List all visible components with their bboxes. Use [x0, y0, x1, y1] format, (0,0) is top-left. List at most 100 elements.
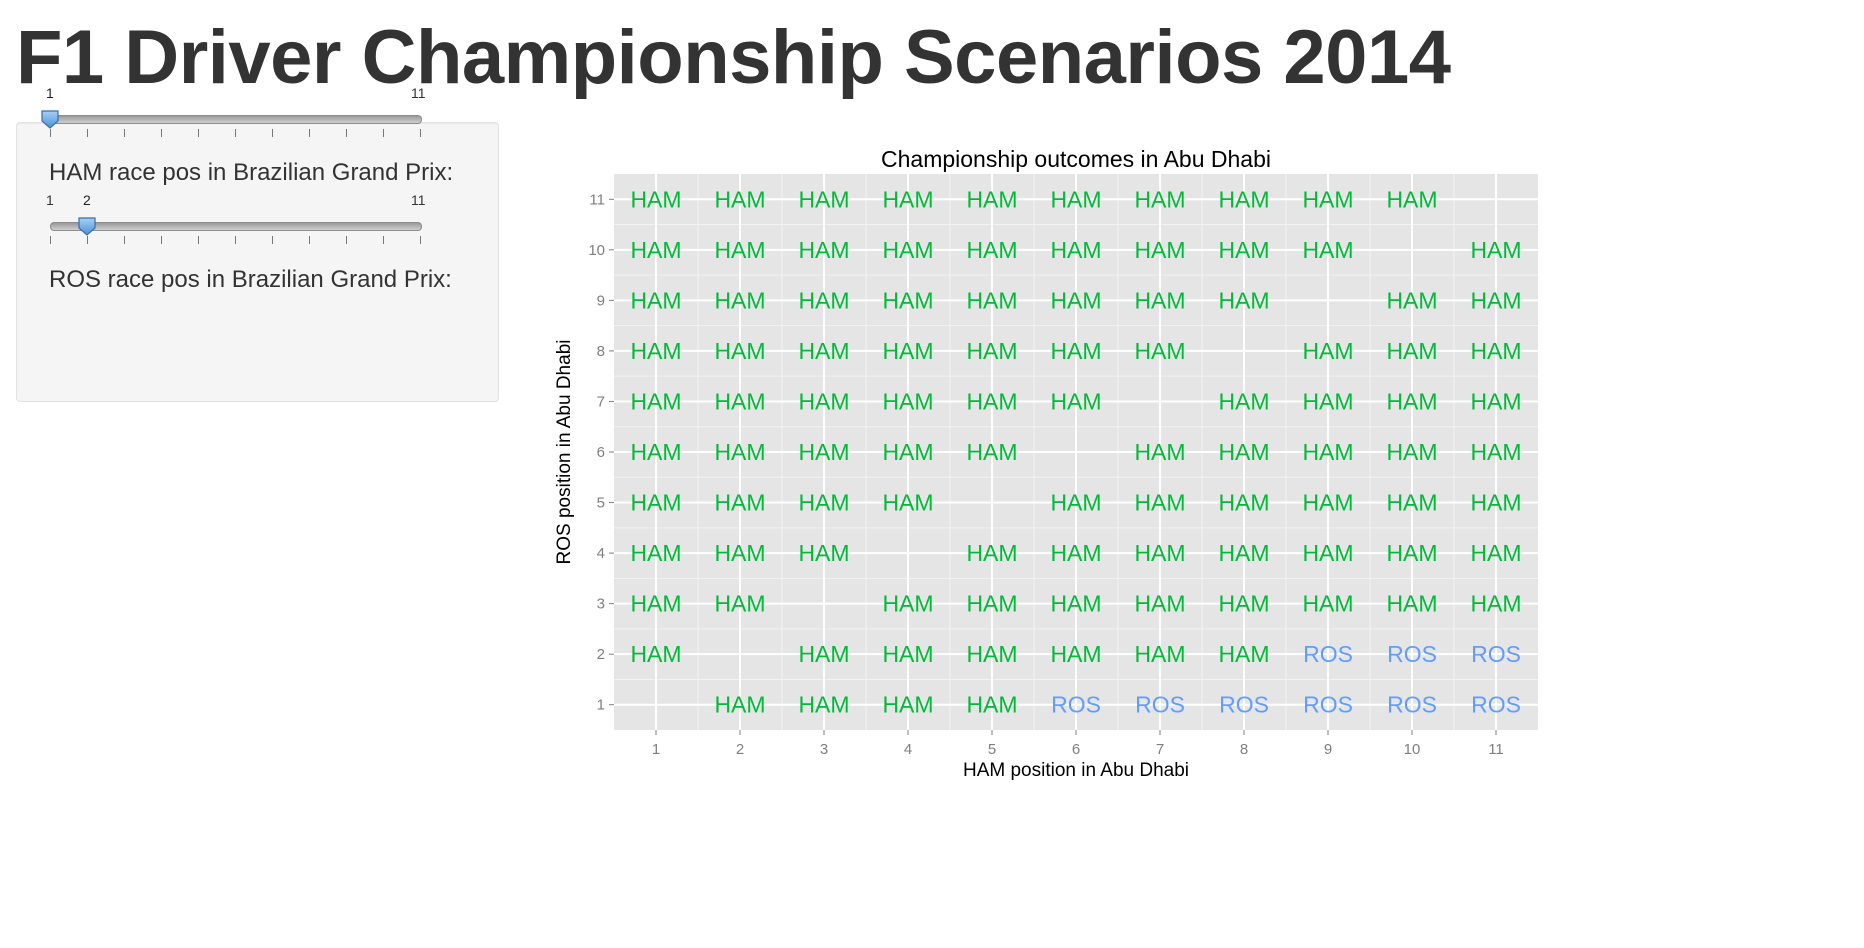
- y-tick-label: 5: [597, 495, 605, 512]
- outcome-label: HAM: [1470, 287, 1521, 313]
- slider-tick: [161, 236, 162, 244]
- x-tick-label: 6: [1072, 741, 1080, 758]
- outcome-label: ROS: [1135, 692, 1185, 718]
- outcome-label: HAM: [1050, 237, 1101, 263]
- outcome-label: HAM: [882, 338, 933, 364]
- slider-track[interactable]: [50, 115, 422, 124]
- outcome-label: HAM: [630, 237, 681, 263]
- outcome-label: HAM: [1302, 490, 1353, 516]
- ros-slider-label: ROS race pos in Brazilian Grand Prix:: [49, 266, 452, 293]
- outcome-label: HAM: [1134, 186, 1185, 212]
- y-tick-label: 3: [597, 596, 605, 613]
- ham-slider-label: HAM race pos in Brazilian Grand Prix:: [49, 159, 454, 186]
- outcome-label: HAM: [1050, 338, 1101, 364]
- outcome-label: ROS: [1471, 641, 1521, 667]
- outcome-label: HAM: [798, 540, 849, 566]
- outcome-label: HAM: [630, 490, 681, 516]
- slider-tick: [309, 129, 310, 137]
- y-tick-label: 7: [597, 393, 605, 410]
- outcome-label: HAM: [1470, 338, 1521, 364]
- outcome-label: HAM: [714, 287, 765, 313]
- outcome-label: HAM: [1134, 490, 1185, 516]
- slider-handle[interactable]: [40, 109, 60, 129]
- outcome-label: HAM: [966, 439, 1017, 465]
- outcome-label: HAM: [798, 490, 849, 516]
- outcome-label: HAM: [714, 692, 765, 718]
- outcome-label: HAM: [1470, 490, 1521, 516]
- outcome-label: HAM: [630, 641, 681, 667]
- outcome-label: HAM: [1302, 338, 1353, 364]
- outcome-label: HAM: [798, 388, 849, 414]
- slider-tick: [346, 129, 347, 137]
- outcome-label: HAM: [630, 186, 681, 212]
- outcome-label: HAM: [1386, 490, 1437, 516]
- x-tick-label: 11: [1488, 741, 1504, 758]
- outcome-label: HAM: [1218, 641, 1269, 667]
- outcome-label: HAM: [966, 338, 1017, 364]
- outcome-label: HAM: [1218, 287, 1269, 313]
- outcome-label: HAM: [1050, 388, 1101, 414]
- slider-value-label: 1: [46, 85, 54, 101]
- x-tick-label: 2: [736, 741, 744, 758]
- slider-tick: [124, 129, 125, 137]
- outcome-label: HAM: [882, 237, 933, 263]
- outcome-label: HAM: [1050, 540, 1101, 566]
- slider-tick: [124, 236, 125, 244]
- outcome-label: HAM: [714, 591, 765, 617]
- outcome-label: HAM: [882, 439, 933, 465]
- slider-tick: [272, 236, 273, 244]
- outcome-label: HAM: [630, 338, 681, 364]
- outcome-label: HAM: [966, 641, 1017, 667]
- slider-tick: [198, 236, 199, 244]
- outcome-label: HAM: [966, 591, 1017, 617]
- outcome-label: HAM: [882, 641, 933, 667]
- page-title: F1 Driver Championship Scenarios 2014: [16, 15, 1451, 100]
- slider-max-label: 11: [411, 85, 426, 101]
- outcome-label: ROS: [1219, 692, 1269, 718]
- outcome-label: HAM: [1386, 388, 1437, 414]
- outcome-label: HAM: [1134, 439, 1185, 465]
- outcome-label: HAM: [798, 186, 849, 212]
- outcome-label: HAM: [882, 287, 933, 313]
- slider-tick: [50, 236, 51, 244]
- outcome-label: HAM: [1386, 338, 1437, 364]
- outcome-label: HAM: [1386, 540, 1437, 566]
- outcome-label: HAM: [1050, 490, 1101, 516]
- outcome-label: HAM: [1134, 540, 1185, 566]
- outcome-label: ROS: [1051, 692, 1101, 718]
- y-tick-label: 11: [589, 191, 605, 208]
- outcome-label: ROS: [1471, 692, 1521, 718]
- outcome-label: HAM: [798, 338, 849, 364]
- outcome-label: HAM: [1470, 591, 1521, 617]
- x-tick-label: 4: [904, 741, 912, 758]
- outcome-label: HAM: [1302, 540, 1353, 566]
- outcome-label: HAM: [714, 338, 765, 364]
- x-axis-label: HAM position in Abu Dhabi: [963, 760, 1189, 781]
- outcome-label: HAM: [966, 388, 1017, 414]
- outcome-label: HAM: [1050, 641, 1101, 667]
- y-tick-label: 1: [597, 697, 605, 714]
- outcome-label: HAM: [630, 540, 681, 566]
- chart-title: Championship outcomes in Abu Dhabi: [881, 146, 1271, 172]
- slider-handle[interactable]: [77, 216, 97, 236]
- outcome-label: HAM: [1470, 388, 1521, 414]
- outcome-label: HAM: [1386, 186, 1437, 212]
- outcome-label: HAM: [1134, 641, 1185, 667]
- y-tick-label: 2: [597, 646, 605, 663]
- outcome-label: HAM: [966, 540, 1017, 566]
- x-tick-label: 1: [652, 741, 660, 758]
- slider-value-label: 2: [83, 192, 91, 208]
- slider-tick: [309, 236, 310, 244]
- slider-tick: [383, 129, 384, 137]
- outcome-label: HAM: [1302, 388, 1353, 414]
- outcome-label: HAM: [630, 287, 681, 313]
- outcome-label: HAM: [1302, 591, 1353, 617]
- slider-tick: [235, 129, 236, 137]
- outcome-label: HAM: [1386, 287, 1437, 313]
- y-tick-label: 10: [588, 242, 605, 259]
- slider-track[interactable]: [50, 222, 422, 231]
- outcome-label: HAM: [798, 439, 849, 465]
- outcome-label: HAM: [798, 237, 849, 263]
- outcome-label: HAM: [1302, 186, 1353, 212]
- outcome-label: HAM: [1302, 439, 1353, 465]
